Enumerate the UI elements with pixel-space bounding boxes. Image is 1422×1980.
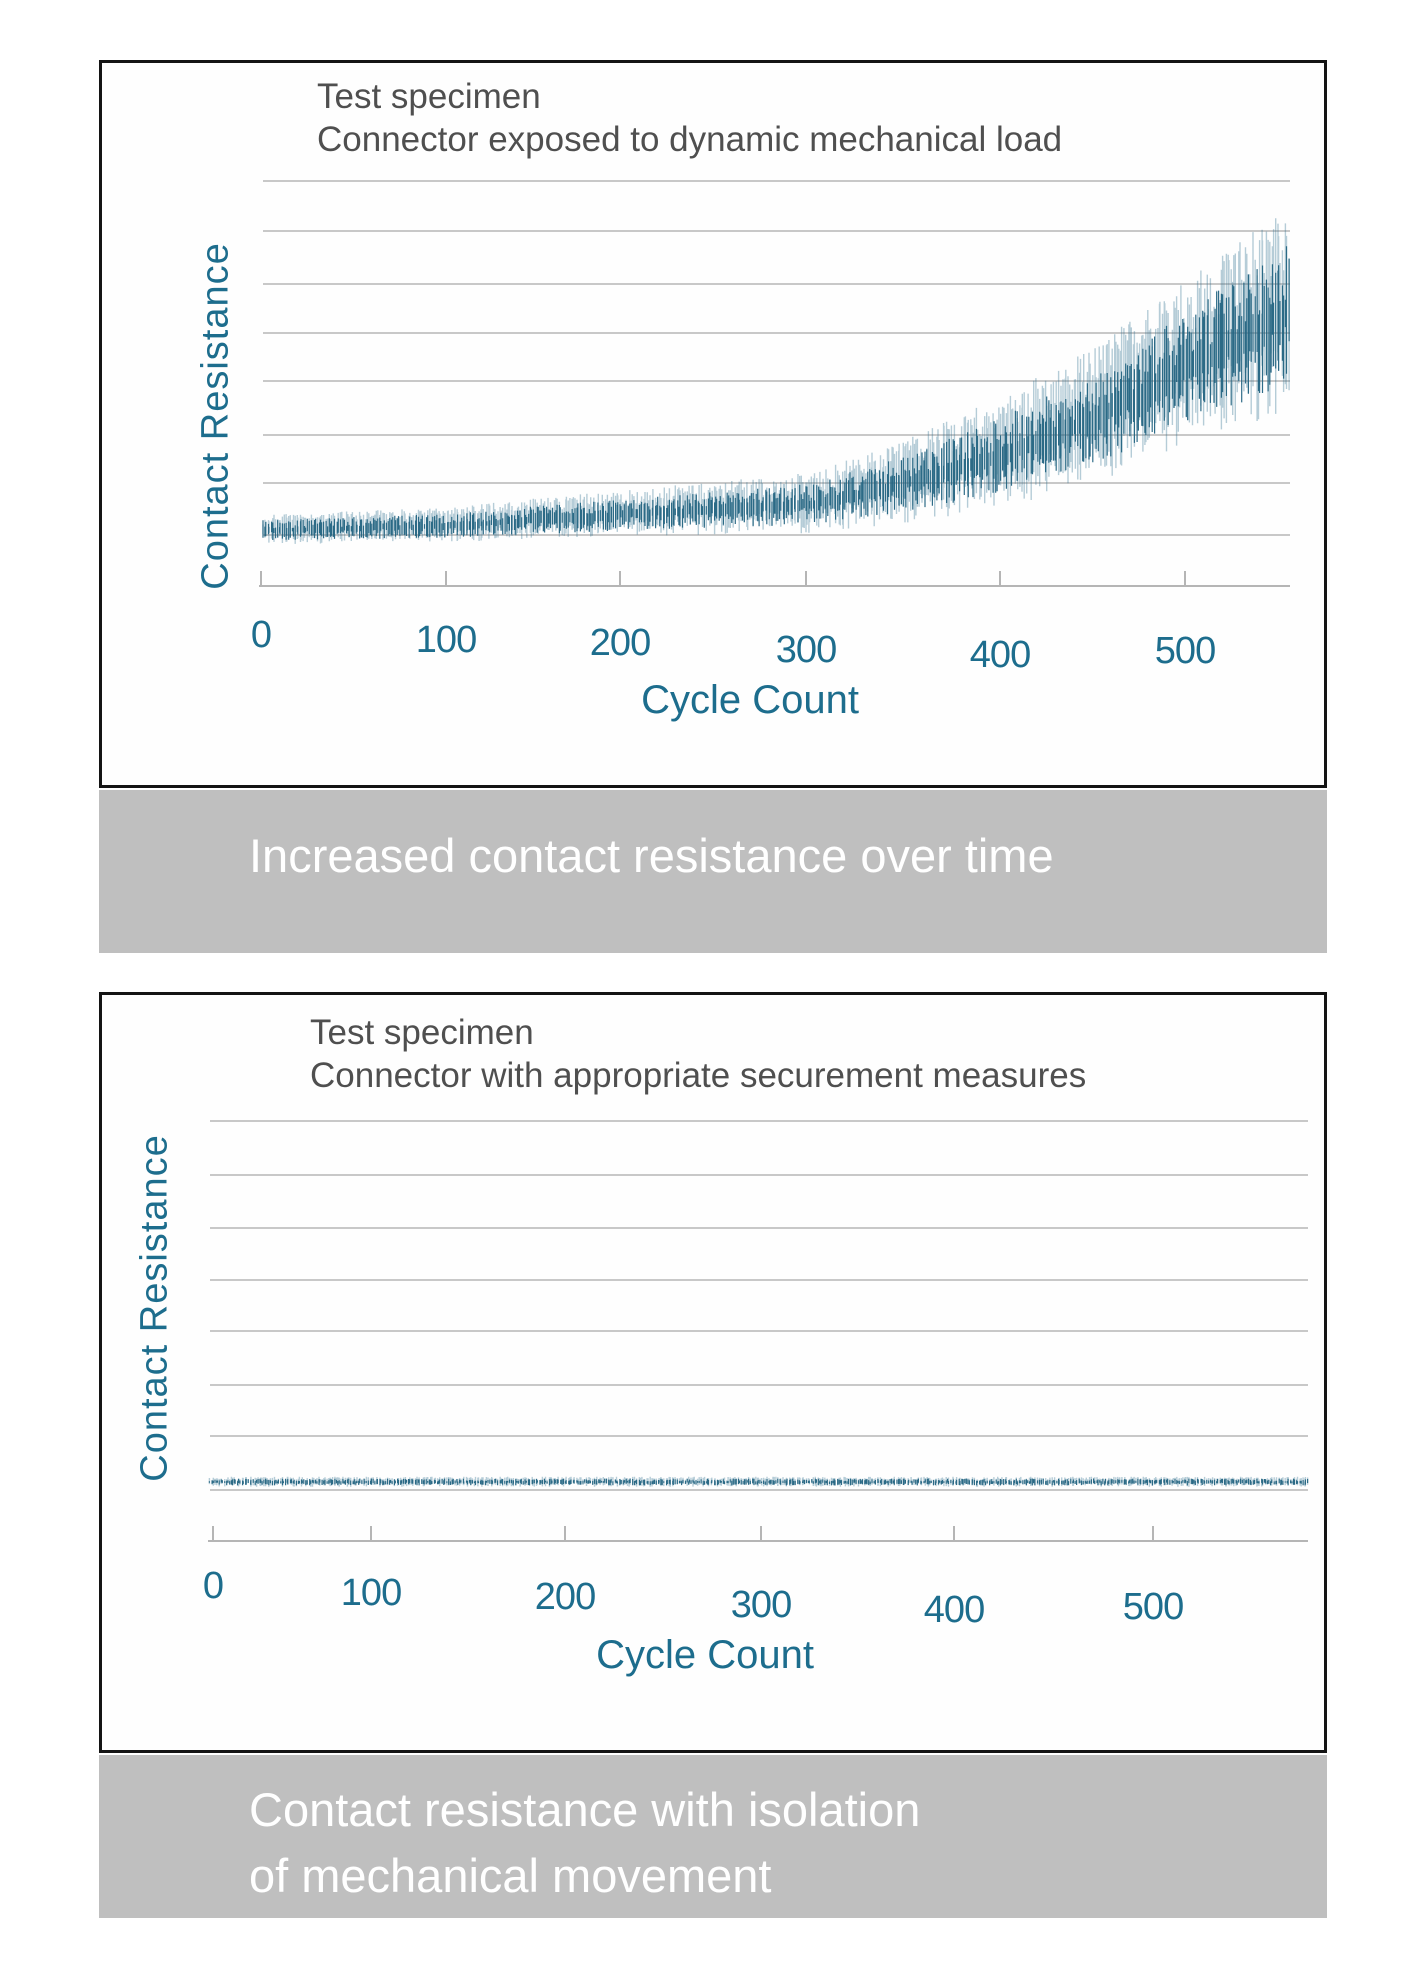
- chart-1-title-line2: Connector exposed to dynamic mechanical …: [317, 120, 1063, 159]
- caption-banner-2-text: Contact resistance with isolation of mec…: [249, 1777, 920, 1909]
- chart-2-plot: [208, 1120, 1309, 1542]
- x-tick-label-400: 400: [969, 634, 1031, 676]
- chart-1-title-line1: Test specimen: [317, 77, 541, 116]
- caption-banner-2-line2: of mechanical movement: [249, 1849, 772, 1902]
- chart-2-x-axis-label: Cycle Count: [596, 1633, 814, 1677]
- x-tick-label-400: 400: [923, 1589, 985, 1631]
- x-tick-label-100: 100: [340, 1572, 402, 1614]
- chart-2-title-line2: Connector with appropriate securement me…: [310, 1056, 1087, 1095]
- caption-banner-2-line1: Contact resistance with isolation: [249, 1783, 921, 1836]
- data-series-core: [262, 246, 1290, 540]
- chart-1-card: Test specimen Connector exposed to dynam…: [99, 60, 1327, 788]
- caption-banner-1: Increased contact resistance over time: [99, 790, 1327, 953]
- chart-2-y-axis-label: Contact Resistance: [133, 1134, 176, 1482]
- chart-1-y-axis-label: Contact Resistance: [194, 242, 237, 590]
- x-tick-label-500: 500: [1122, 1586, 1184, 1628]
- data-series-core: [208, 1478, 1309, 1486]
- x-tick-label-200: 200: [534, 1576, 596, 1618]
- chart-2-title-line1: Test specimen: [310, 1013, 534, 1052]
- chart-1-x-axis-label: Cycle Count: [641, 678, 859, 722]
- x-tick-label-0: 0: [250, 614, 272, 656]
- x-tick-label-100: 100: [415, 619, 477, 661]
- chart-1-plot: [259, 180, 1290, 587]
- x-tick-label-300: 300: [730, 1584, 792, 1626]
- chart-1-title: Test specimen Connector exposed to dynam…: [317, 75, 1062, 161]
- x-axis-line: [259, 571, 1290, 587]
- x-tick-label-500: 500: [1154, 630, 1216, 672]
- chart-2-title: Test specimen Connector with appropriate…: [310, 1011, 1086, 1097]
- x-tick-label-200: 200: [589, 622, 651, 664]
- x-tick-label-0: 0: [202, 1565, 224, 1607]
- gridlines: [263, 180, 1290, 536]
- caption-banner-1-text: Increased contact resistance over time: [249, 829, 1054, 882]
- caption-banner-2: Contact resistance with isolation of mec…: [99, 1755, 1327, 1918]
- gridlines: [210, 1120, 1308, 1491]
- x-axis-line: [208, 1526, 1308, 1542]
- x-tick-label-300: 300: [775, 629, 837, 671]
- chart-2-card: Test specimen Connector with appropriate…: [99, 992, 1327, 1753]
